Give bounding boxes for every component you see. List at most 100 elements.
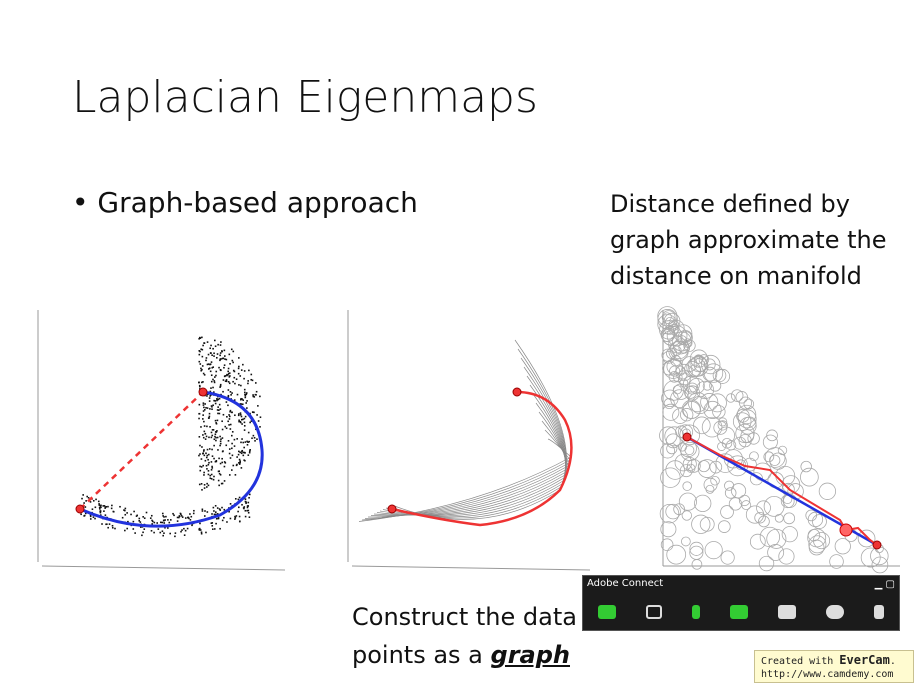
- decor: [212, 378, 214, 381]
- chat-button[interactable]: [826, 605, 844, 619]
- decor: [219, 385, 222, 387]
- decor: [234, 518, 236, 520]
- plot-2: [347, 310, 591, 571]
- decor: [216, 507, 219, 509]
- notify-button[interactable]: [874, 605, 884, 619]
- decor: [379, 375, 566, 516]
- decor: [212, 386, 214, 389]
- decor: [214, 400, 216, 402]
- decor: [210, 477, 213, 480]
- decor: [218, 457, 220, 460]
- decor: [681, 510, 692, 521]
- decor: [103, 510, 105, 512]
- decor: [225, 401, 228, 403]
- share-button[interactable]: [598, 605, 616, 619]
- decor: [242, 399, 245, 401]
- decor: [100, 506, 102, 509]
- decor: [200, 531, 203, 534]
- decor: [213, 475, 215, 478]
- decor: [239, 461, 241, 464]
- euclid-line: [79, 391, 204, 510]
- decor: [834, 538, 851, 555]
- decor: [206, 511, 209, 513]
- decor: [203, 471, 205, 474]
- mic-button[interactable]: [692, 605, 700, 619]
- decor: [209, 352, 212, 354]
- decor: [219, 462, 222, 465]
- decor: [202, 410, 205, 412]
- decor: [237, 372, 240, 375]
- decor: [202, 381, 204, 383]
- decor: [107, 526, 109, 529]
- note: Distance defined by graph approximate th…: [610, 186, 887, 294]
- decor: [202, 452, 204, 455]
- decor: [213, 513, 216, 516]
- decor: [243, 391, 246, 394]
- decor: [257, 405, 259, 407]
- decor: [244, 500, 247, 503]
- toolbar-title: Adobe Connect: [587, 578, 664, 589]
- decor: [233, 438, 236, 441]
- decor: [759, 526, 781, 548]
- decor: [99, 514, 102, 516]
- decor: [220, 369, 222, 372]
- decor: [208, 367, 211, 370]
- decor: [208, 412, 211, 415]
- decor: [252, 411, 254, 413]
- decor: [214, 511, 217, 513]
- decor: [388, 348, 567, 519]
- decor: [766, 429, 778, 442]
- decor: [364, 420, 570, 519]
- decor: [209, 408, 211, 410]
- camera-button[interactable]: [646, 605, 662, 619]
- decor: [145, 511, 148, 514]
- decor: [228, 415, 231, 418]
- decor: [202, 404, 205, 406]
- decor: [219, 473, 222, 476]
- decor: [163, 522, 166, 524]
- window-controls[interactable]: ▁ ▢: [874, 579, 895, 590]
- decor: [198, 360, 201, 363]
- speaker-button[interactable]: [730, 605, 748, 619]
- decor: [178, 516, 180, 519]
- decor: [214, 339, 216, 342]
- decor: [246, 440, 248, 443]
- decor: [231, 442, 233, 445]
- decor: [694, 494, 712, 513]
- decor: [229, 391, 232, 393]
- decor: [689, 541, 704, 556]
- decor: [210, 344, 212, 347]
- decor: [130, 513, 132, 516]
- decor: [135, 515, 138, 517]
- decor: [219, 442, 222, 445]
- decor: [733, 436, 747, 450]
- decor: [206, 454, 209, 457]
- decor: [238, 462, 240, 464]
- decor: [119, 505, 121, 508]
- decor: [659, 503, 680, 524]
- decor: [225, 427, 228, 430]
- decor: [164, 519, 166, 521]
- attendees-button[interactable]: [778, 605, 796, 619]
- decor: [159, 531, 162, 534]
- decor: [222, 390, 224, 393]
- decor: [248, 516, 251, 519]
- decor: [829, 554, 844, 569]
- decor: [762, 434, 778, 450]
- decor: [678, 372, 691, 386]
- decor: [764, 447, 786, 468]
- decor: [206, 468, 208, 470]
- decor: [747, 432, 760, 445]
- decor: [237, 453, 240, 456]
- decor: [221, 437, 224, 439]
- decor: [218, 397, 221, 400]
- decor: [201, 365, 204, 367]
- decor: [206, 486, 208, 488]
- geodesic: [79, 390, 264, 528]
- decor: [662, 312, 672, 322]
- decor: [370, 402, 568, 517]
- decor: [226, 415, 228, 418]
- decor: [150, 514, 153, 517]
- decor: [209, 477, 212, 480]
- decor: [174, 532, 177, 534]
